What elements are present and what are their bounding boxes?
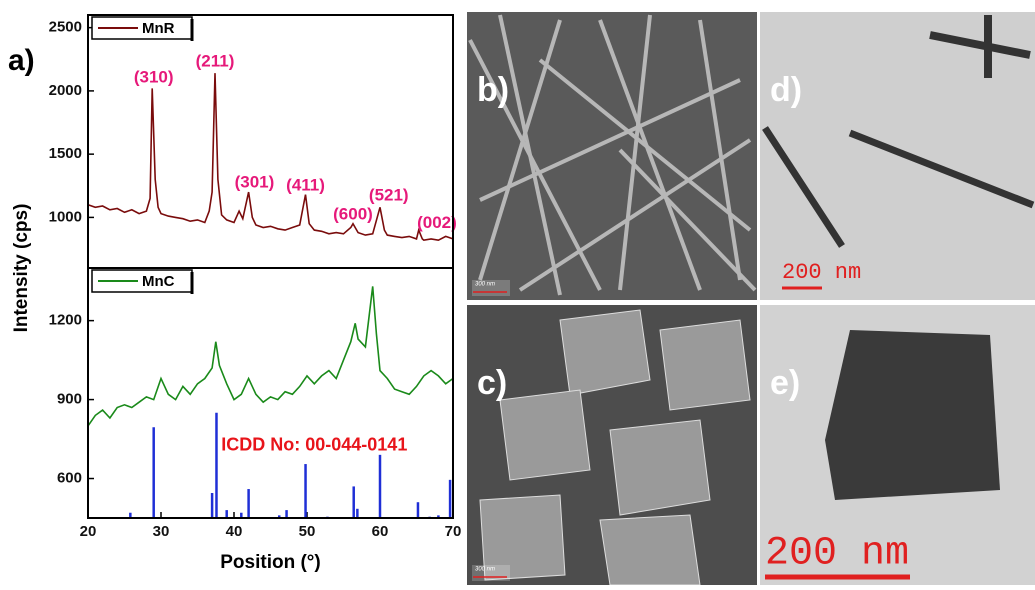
legend-label: MnR (142, 20, 175, 37)
peak-label: (002) (417, 213, 457, 232)
figure: a) 1000 1500 2000 2500 (310) (211) (301) (411) (6… (0, 0, 1035, 585)
y-tick-label: 2500 (49, 19, 82, 36)
x-tick-label: 70 (445, 523, 462, 540)
peak-label: (411) (286, 175, 325, 194)
scale-bar-label: 200 nm (782, 260, 861, 285)
panel-label: c) (477, 364, 507, 402)
x-tick-label: 40 (226, 523, 243, 540)
y-tick-label: 1000 (49, 208, 82, 225)
legend-label: MnC (142, 273, 175, 290)
xrd-trace (88, 286, 453, 426)
peak-label: ICDD No: 00-044-0141 (221, 434, 407, 454)
y-tick-label: 2000 (49, 82, 82, 99)
peak-label: (301) (235, 173, 275, 192)
peak-label: (600) (333, 204, 373, 223)
panel-label: e) (770, 364, 800, 402)
sem-panel-b (467, 12, 757, 300)
y-tick-label: 900 (57, 391, 82, 408)
peak-label: (310) (134, 68, 174, 87)
y-axis-title: Intensity (cps) (11, 204, 32, 333)
peak-label: (521) (369, 185, 409, 204)
scale-bar-label: 300 nm (475, 567, 495, 573)
xrd-trace (88, 73, 453, 240)
sem-panel-c (467, 305, 757, 585)
x-tick-label: 30 (153, 523, 170, 540)
y-tick-label: 1500 (49, 145, 82, 162)
tem-panel-d (760, 12, 1035, 300)
x-tick-label: 60 (372, 523, 389, 540)
panel-label: b) (477, 71, 509, 109)
plot-frame (88, 15, 453, 268)
x-axis-title: Position (°) (220, 552, 320, 573)
plot-frame (88, 268, 453, 518)
y-tick-label: 600 (57, 469, 82, 486)
x-tick-label: 20 (80, 523, 97, 540)
scale-bar-label: 300 nm (475, 282, 495, 288)
y-tick-label: 1200 (49, 312, 82, 329)
scale-bar-label: 200 nm (765, 532, 909, 577)
x-tick-label: 50 (299, 523, 316, 540)
panel-label: d) (770, 71, 802, 109)
figure-label: a) (8, 44, 35, 77)
peak-label: (211) (196, 51, 235, 70)
